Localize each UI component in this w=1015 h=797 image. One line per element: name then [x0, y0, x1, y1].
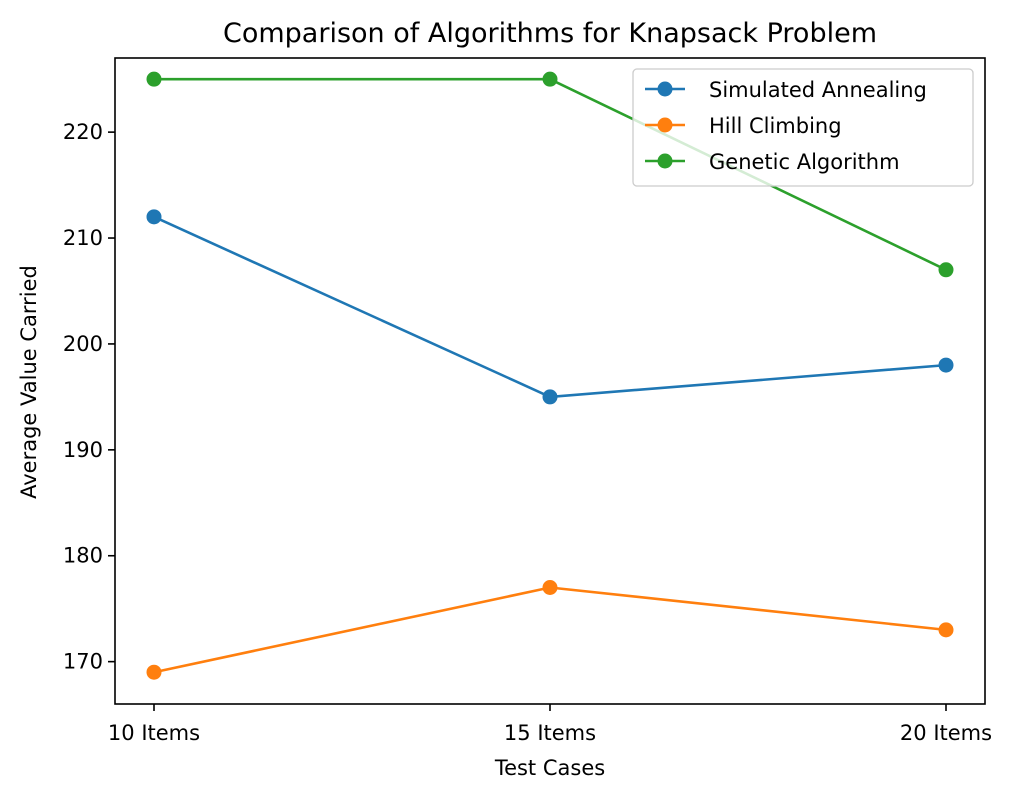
data-point-simulated-annealing [146, 209, 162, 225]
legend: Simulated Annealing Hill Climbing Genetic … [632, 68, 974, 187]
data-point-genetic-algorithm [542, 71, 558, 87]
legend-marker [657, 153, 673, 169]
x-tick-label: 20 Items [900, 721, 992, 745]
x-tick-label: 10 Items [108, 721, 200, 745]
chart-title: Comparison of Algorithms for Knapsack Pr… [223, 18, 877, 49]
legend-label: Simulated Annealing [709, 78, 927, 102]
legend-label: Hill Climbing [709, 114, 842, 138]
y-tick-label: 190 [63, 438, 103, 462]
legend-marker [657, 81, 673, 97]
y-tick-label: 170 [63, 650, 103, 674]
y-tick-label: 220 [63, 120, 103, 144]
y-tick-label: 180 [63, 544, 103, 568]
series-line-hill-climbing [153, 586, 947, 674]
plot-area: 170 180 190 200 210 220 10 Items 15 Items 20 Ite… [63, 57, 992, 745]
data-point-hill-climbing [938, 622, 954, 638]
y-axis-label: Average Value Carried [17, 265, 41, 499]
data-point-simulated-annealing [938, 357, 954, 373]
y-tick-label: 210 [63, 226, 103, 250]
y-tick-label: 200 [63, 332, 103, 356]
data-point-simulated-annealing [542, 389, 558, 405]
series-line-simulated-annealing [153, 215, 947, 399]
data-point-genetic-algorithm [938, 262, 954, 278]
x-axis-label: Test Cases [494, 756, 605, 780]
legend-box [632, 68, 974, 187]
x-tick-label: 15 Items [504, 721, 596, 745]
legend-label: Genetic Algorithm [709, 150, 900, 174]
legend-marker [657, 117, 673, 133]
data-point-hill-climbing [146, 664, 162, 680]
data-point-hill-climbing [542, 580, 558, 596]
data-point-genetic-algorithm [146, 71, 162, 87]
